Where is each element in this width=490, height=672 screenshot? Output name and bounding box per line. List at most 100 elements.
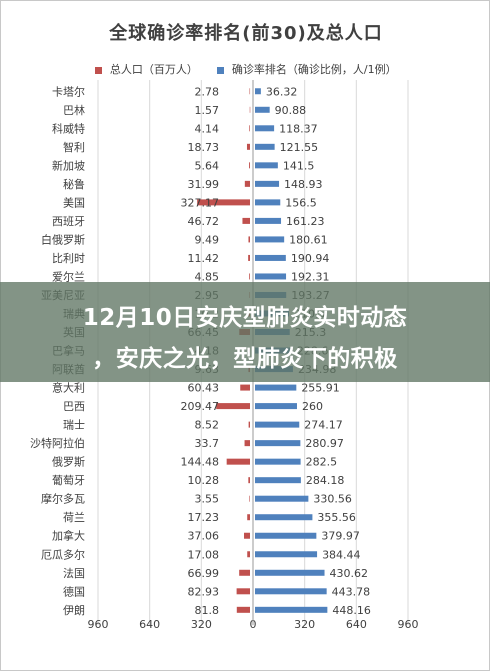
rate-bar — [255, 143, 275, 150]
category-label: 俄罗斯 — [52, 456, 85, 469]
category-label: 摩尔多瓦 — [41, 492, 85, 506]
population-value-label: 209.47 — [181, 400, 220, 413]
category-label: 秘鲁 — [63, 177, 85, 191]
population-bar — [247, 551, 250, 558]
legend-label-rate: 确诊率排名（确诊比例，人/1例） — [231, 63, 397, 76]
category-label: 荷兰 — [63, 511, 85, 524]
category-label: 巴林 — [63, 103, 85, 117]
headline-line-1: 12月10日安庆型肺炎实时动态 — [82, 305, 408, 331]
population-value-label: 9.49 — [195, 233, 220, 246]
rate-bar — [255, 403, 297, 410]
rate-bar — [255, 532, 317, 539]
legend-label-population: 总人口（百万人） — [109, 63, 198, 76]
population-value-label: 82.93 — [188, 585, 220, 598]
rate-bar — [255, 606, 328, 613]
rate-bar — [255, 88, 261, 95]
rate-bar — [255, 551, 318, 558]
population-bar — [249, 125, 250, 132]
category-label: 意大利 — [52, 381, 85, 395]
category-label: 科威特 — [52, 121, 85, 135]
legend-item-population: 总人口（百万人） — [95, 61, 198, 77]
rate-bar — [255, 106, 270, 113]
population-bar — [249, 88, 251, 95]
category-label: 卡塔尔 — [52, 85, 85, 98]
rate-value-label: 274.17 — [304, 419, 343, 432]
rate-value-label: 355.56 — [317, 511, 356, 524]
population-value-label: 31.99 — [188, 178, 220, 191]
category-label: 德国 — [63, 584, 85, 598]
rate-value-label: 192.31 — [291, 270, 330, 283]
population-value-label: 2.78 — [195, 85, 220, 98]
category-label: 瑞士 — [63, 418, 85, 432]
population-bar — [249, 273, 250, 280]
rate-bar — [255, 588, 327, 595]
population-value-label: 18.73 — [188, 141, 220, 154]
rate-value-label: 118.37 — [279, 122, 318, 135]
category-label: 厄瓜多尔 — [41, 547, 85, 561]
rate-value-label: 161.23 — [286, 215, 325, 228]
category-label: 伊朗 — [63, 604, 85, 617]
population-bar — [216, 403, 250, 410]
rate-bar — [255, 236, 285, 243]
rate-value-label: 379.97 — [321, 530, 360, 543]
x-tick-label: 320 — [191, 618, 212, 631]
rate-bar — [255, 125, 275, 132]
population-value-label: 66.99 — [188, 567, 220, 580]
population-value-label: 327.17 — [181, 196, 220, 209]
population-bar — [244, 440, 250, 447]
rate-bar — [255, 254, 286, 261]
category-label: 智利 — [63, 140, 85, 154]
rate-bar — [255, 180, 280, 187]
rate-value-label: 280.97 — [305, 437, 344, 450]
population-bar — [236, 588, 250, 595]
rate-bar — [255, 421, 300, 428]
population-bar — [240, 384, 250, 391]
rate-bar — [255, 217, 282, 224]
population-value-label: 5.64 — [195, 159, 220, 172]
population-bar — [249, 162, 250, 169]
rate-value-label: 141.5 — [283, 159, 315, 172]
legend-swatch-population — [95, 66, 103, 74]
population-bar — [248, 477, 250, 484]
population-value-label: 37.06 — [188, 530, 220, 543]
population-bar — [226, 458, 250, 465]
category-label: 加拿大 — [52, 529, 85, 543]
population-bar — [239, 569, 250, 576]
population-bar — [248, 254, 250, 261]
population-value-label: 46.72 — [188, 215, 220, 228]
legend-item-rate: 确诊率排名（确诊比例，人/1例） — [217, 61, 397, 77]
population-bar — [248, 236, 250, 243]
headline-line-2: ，安庆之光，型肺炎下的积极 — [92, 346, 398, 372]
population-value-label: 17.08 — [188, 548, 220, 561]
population-bar — [242, 217, 250, 224]
population-bar — [249, 106, 251, 113]
x-tick-label: 960 — [398, 618, 419, 631]
rate-value-label: 121.55 — [280, 141, 319, 154]
category-label: 西班牙 — [52, 215, 85, 228]
category-label: 爱尔兰 — [52, 270, 85, 283]
rate-value-label: 156.5 — [285, 196, 317, 209]
population-value-label: 81.8 — [195, 604, 220, 617]
rate-bar — [255, 569, 325, 576]
rate-value-label: 330.56 — [313, 493, 352, 506]
rate-bar — [255, 384, 297, 391]
rate-value-label: 180.61 — [289, 233, 328, 246]
population-bar — [236, 606, 250, 613]
category-label: 沙特阿拉伯 — [30, 436, 85, 450]
rate-value-label: 260 — [302, 400, 323, 413]
population-value-label: 17.23 — [188, 511, 220, 524]
rate-bar — [255, 440, 301, 447]
rate-bar — [255, 162, 278, 169]
rate-bar — [255, 199, 281, 206]
rate-bar — [255, 495, 309, 502]
population-bar — [246, 143, 250, 150]
population-bar — [247, 514, 250, 521]
rate-value-label: 190.94 — [291, 252, 330, 265]
population-value-label: 33.7 — [195, 437, 220, 450]
category-label: 新加坡 — [52, 158, 85, 172]
rate-value-label: 36.32 — [266, 85, 298, 98]
category-label: 法国 — [63, 566, 85, 580]
category-label: 葡萄牙 — [52, 474, 85, 487]
population-value-label: 60.43 — [188, 382, 220, 395]
population-value-label: 4.14 — [195, 122, 220, 135]
